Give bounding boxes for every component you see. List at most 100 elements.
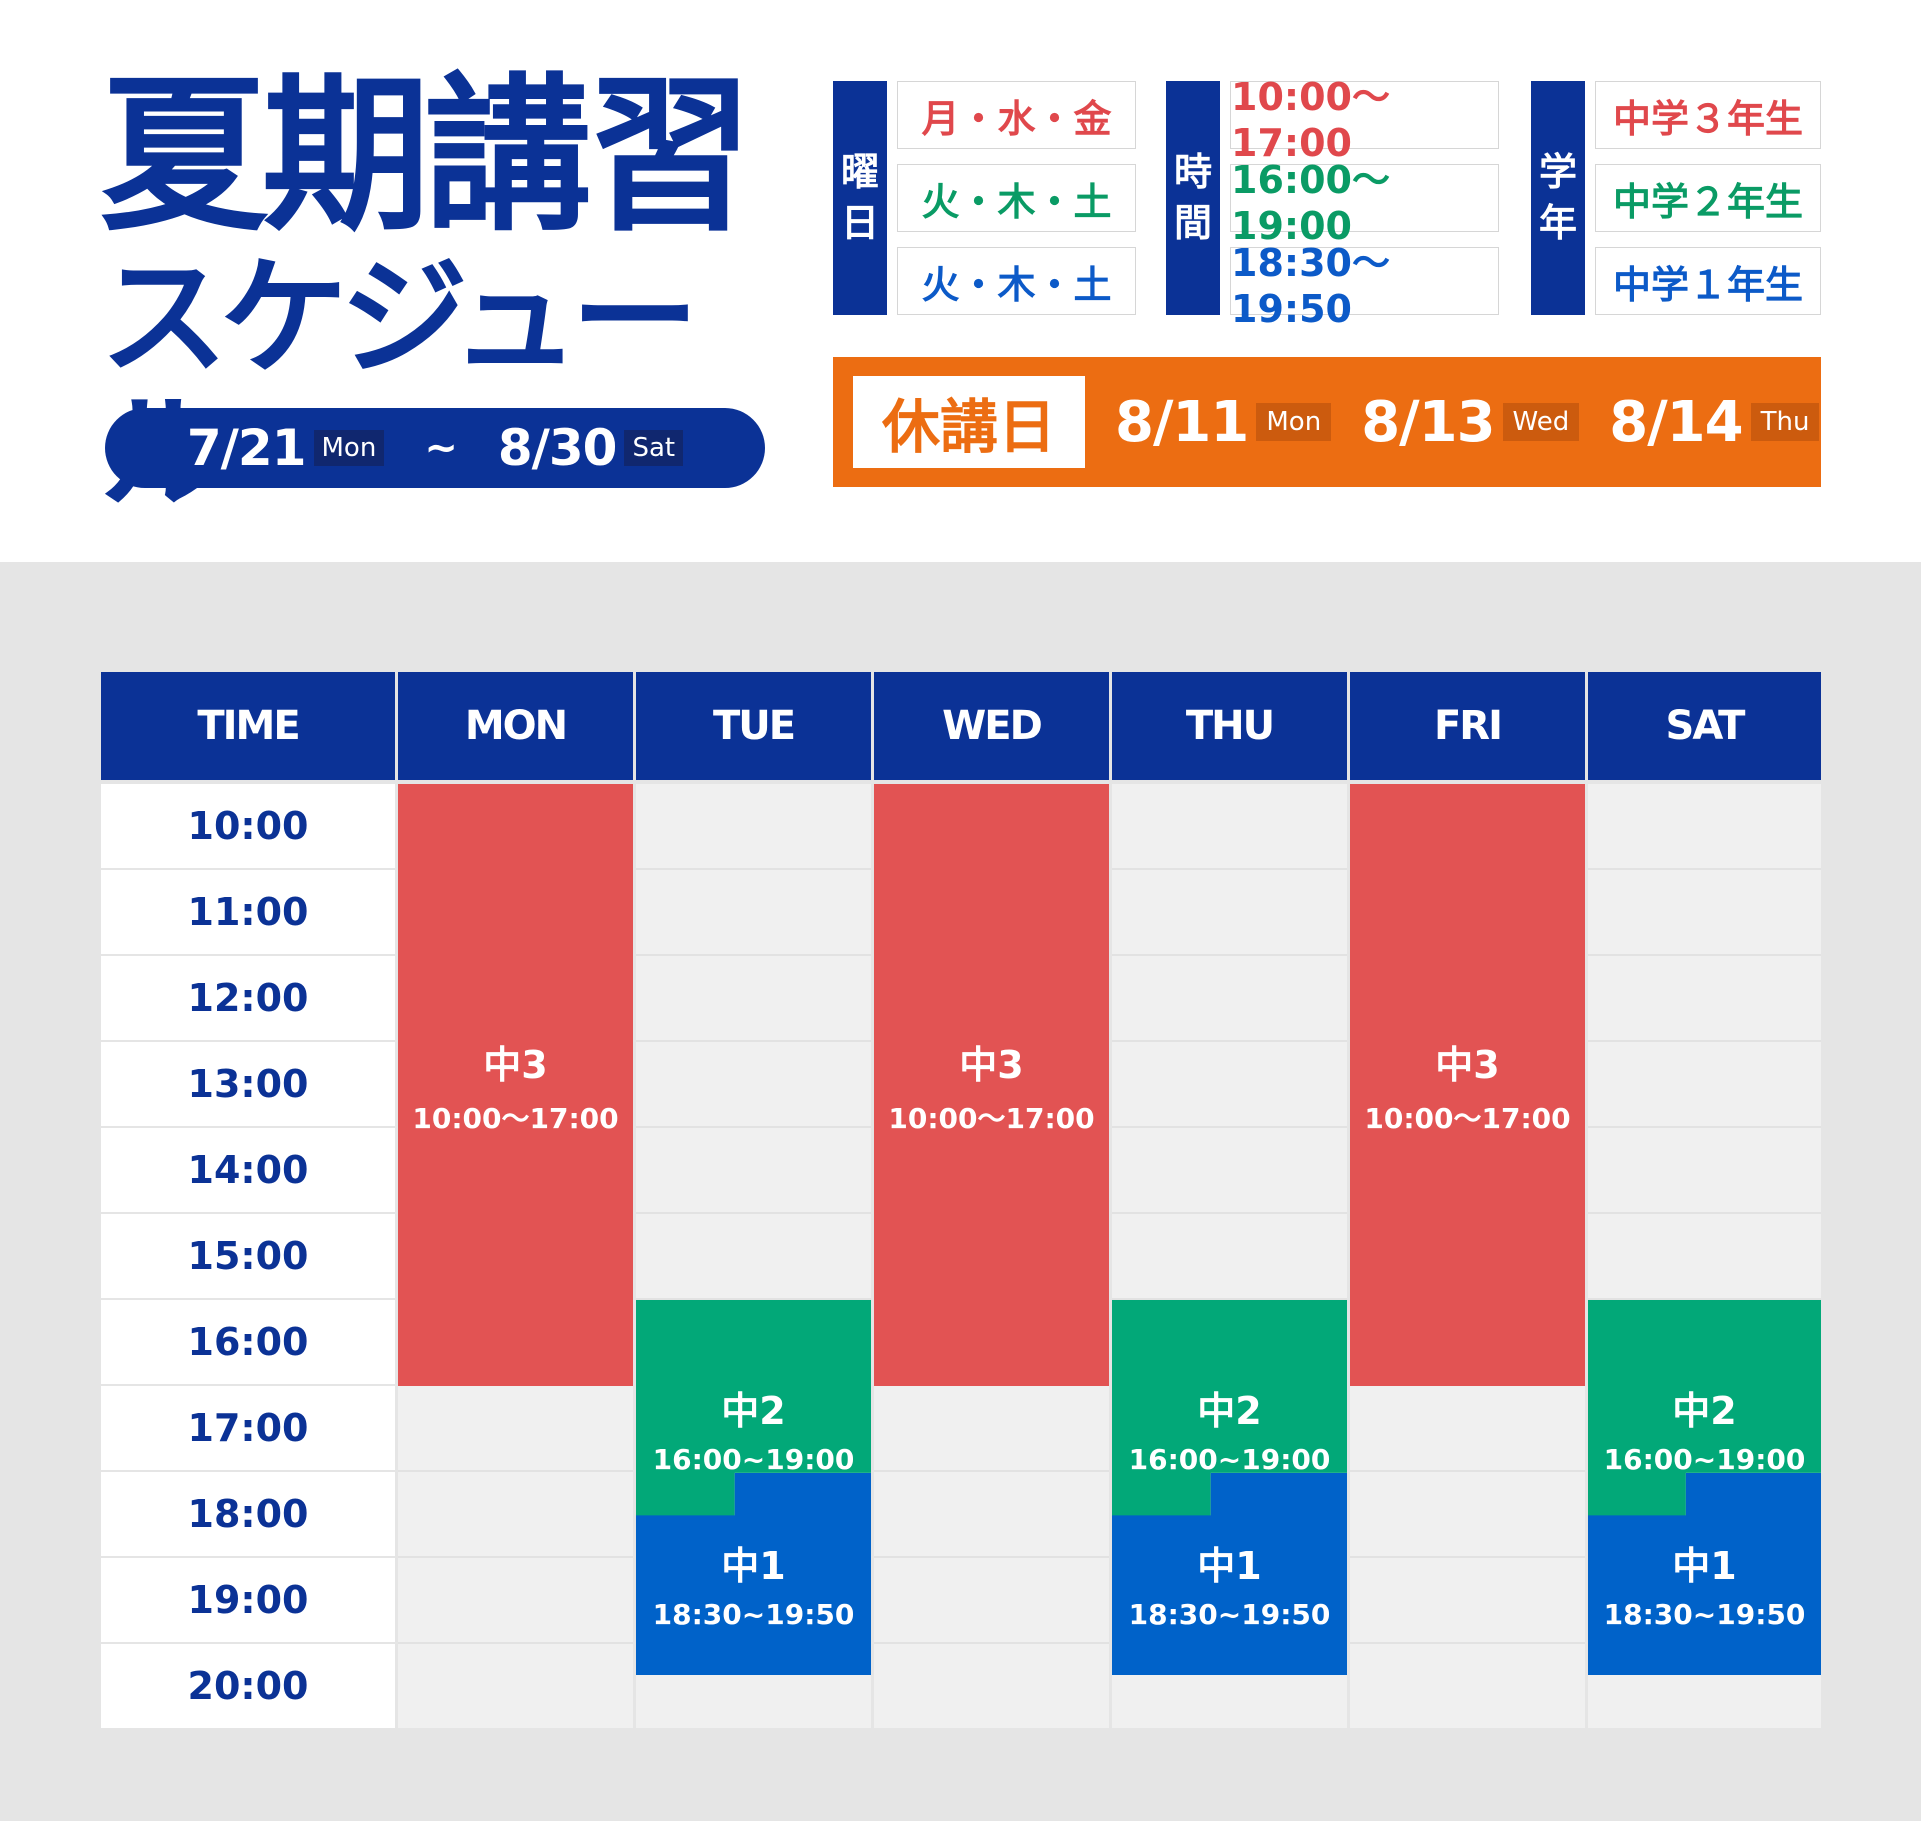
header-tue: TUE [636,672,871,780]
time-row-label: 20:00 [101,1644,395,1728]
hour-gridline [1588,868,1821,870]
grade-legend-label: 学 年 [1531,81,1585,315]
holiday-banner: 休講日 8/11 Mon 8/13 Wed 8/14 Thu [833,357,1821,487]
time-row-label: 12:00 [101,956,395,1040]
holiday-label: 休講日 [853,376,1085,468]
hour-gridline [398,1556,633,1558]
hour-gridline [636,1126,871,1128]
header-wed: WED [874,672,1109,780]
hour-gridline [1112,1040,1347,1042]
class-block-chu3: 中3 10:00〜17:00 [874,784,1109,1386]
holiday-date: 8/11 [1115,389,1249,455]
class-grade: 中2 [721,1389,786,1433]
hour-gridline [1112,954,1347,956]
class-grade: 中3 [483,1042,548,1087]
holiday-day: Mon [1256,403,1332,441]
time-row-label: 17:00 [101,1386,395,1470]
weekday-label-char-1: 曜 [840,149,879,194]
hour-gridline [636,1040,871,1042]
hour-gridline [1350,1470,1585,1472]
class-grade: 中2 [1197,1389,1262,1433]
time-row-label: 15:00 [101,1214,395,1298]
class-time: 18:30~19:50 [652,1598,855,1631]
class-grade: 中2 [1672,1389,1737,1433]
holiday-day: Thu [1750,403,1820,441]
hour-gridline [398,1470,633,1472]
hour-gridline [1588,954,1821,956]
class-time: 10:00〜17:00 [1364,1101,1571,1135]
end-date: 8/30 [497,419,618,477]
holiday-date: 8/14 [1609,389,1743,455]
time-row-label: 19:00 [101,1558,395,1642]
time-label-char-1: 時 [1173,149,1212,194]
hour-gridline [874,1556,1109,1558]
class-time: 18:30~19:50 [1603,1598,1806,1631]
hour-gridline [1112,1298,1347,1300]
grade-label-char-1: 学 [1538,149,1577,194]
title-line-2: スケジュール [100,244,699,521]
weekday-legend-chu1: 火・木・土 [897,247,1136,315]
hour-gridline [1588,1126,1821,1128]
hour-gridline [1350,1642,1585,1644]
page-title: 夏期講習 スケジュール [100,68,780,521]
holiday-date: 8/13 [1361,389,1495,455]
grade-label-char-2: 年 [1538,201,1577,245]
time-row-label: 13:00 [101,1042,395,1126]
class-time: 16:00~19:00 [1603,1443,1806,1476]
weekday-legend-chu2: 火・木・土 [897,164,1136,232]
header-mon: MON [398,672,633,780]
time-row-label: 16:00 [101,1300,395,1384]
schedule-table: TIME MON TUE WED THU FRI SAT 10:00 11:00… [101,672,1821,1728]
time-row-label: 11:00 [101,870,395,954]
hour-gridline [636,1212,871,1214]
hour-gridline [1588,1298,1821,1300]
hour-gridline [874,1470,1109,1472]
time-legend-chu2: 16:00〜19:00 [1230,158,1499,248]
hour-gridline [1588,1040,1821,1042]
class-time: 16:00~19:00 [1128,1443,1331,1476]
class-block-chu3: 中3 10:00〜17:00 [398,784,633,1386]
hour-gridline [398,1642,633,1644]
hour-gridline [636,954,871,956]
start-date: 7/21 [186,419,307,477]
time-row-label: 14:00 [101,1128,395,1212]
header-thu: THU [1112,672,1347,780]
weekday-label-char-2: 日 [840,201,879,245]
weekday-legend-label: 曜 日 [833,81,887,315]
time-label-char-2: 間 [1173,201,1212,245]
class-grade: 中1 [1672,1544,1737,1588]
hour-gridline [636,1298,871,1300]
hour-gridline [1112,868,1347,870]
title-line-1: 夏期講習 [100,58,754,254]
time-legend-chu1: 18:30〜19:50 [1230,241,1499,331]
hour-gridline [636,868,871,870]
hour-gridline [1112,1212,1347,1214]
time-row-label: 18:00 [101,1472,395,1556]
hour-gridline [1112,1126,1347,1128]
time-legend-chu3: 10:00〜17:00 [1230,75,1499,165]
class-block-chu3: 中3 10:00〜17:00 [1350,784,1585,1386]
grade-legend-chu3: 中学３年生 [1595,81,1821,149]
class-time: 18:30~19:50 [1128,1598,1331,1631]
class-time: 10:00〜17:00 [888,1101,1095,1135]
hour-gridline [874,1642,1109,1644]
end-day: Sat [624,430,684,466]
hour-gridline [1350,1556,1585,1558]
period-separator: ~ [424,425,458,471]
holiday-day: Wed [1502,403,1580,441]
class-grade: 中3 [959,1042,1024,1087]
time-row-label: 10:00 [101,784,395,868]
header-fri: FRI [1350,672,1585,780]
header-time: TIME [101,672,395,780]
class-grade: 中1 [1197,1544,1262,1588]
weekday-legend-chu3: 月・水・金 [897,81,1136,149]
period-banner: 7/21 Mon ~ 8/30 Sat [105,408,765,488]
class-grade: 中1 [721,1544,786,1588]
class-time: 16:00~19:00 [652,1443,855,1476]
holiday-item: 8/11 Mon [1115,389,1332,455]
hour-gridline [1588,1212,1821,1214]
class-grade: 中3 [1435,1042,1500,1087]
grade-legend-chu1: 中学１年生 [1595,247,1821,315]
class-time: 10:00〜17:00 [412,1101,619,1135]
time-legend-label: 時 間 [1166,81,1220,315]
